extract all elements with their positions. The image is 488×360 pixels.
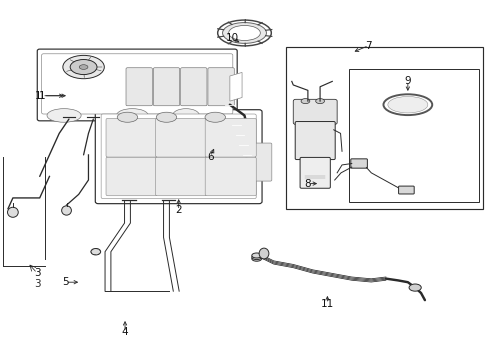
Ellipse shape (387, 96, 427, 113)
FancyBboxPatch shape (295, 122, 334, 159)
Text: 11: 11 (320, 299, 333, 309)
Ellipse shape (251, 256, 261, 261)
FancyBboxPatch shape (101, 114, 256, 199)
FancyBboxPatch shape (155, 157, 206, 196)
Ellipse shape (228, 26, 260, 41)
FancyBboxPatch shape (180, 68, 206, 106)
FancyBboxPatch shape (41, 54, 232, 114)
Text: 2: 2 (175, 206, 182, 216)
Ellipse shape (222, 23, 266, 43)
Ellipse shape (79, 65, 88, 69)
FancyBboxPatch shape (207, 68, 234, 106)
Text: 10: 10 (225, 33, 238, 43)
FancyBboxPatch shape (155, 118, 206, 157)
Text: 1: 1 (34, 91, 41, 101)
Ellipse shape (91, 248, 101, 255)
Ellipse shape (408, 284, 420, 291)
Text: 1: 1 (39, 91, 45, 101)
FancyBboxPatch shape (255, 143, 271, 181)
FancyBboxPatch shape (398, 186, 413, 194)
Ellipse shape (61, 206, 71, 215)
Ellipse shape (70, 59, 97, 75)
Bar (285, 47, 483, 209)
Text: 5: 5 (62, 277, 69, 287)
Ellipse shape (63, 55, 104, 79)
FancyBboxPatch shape (300, 157, 330, 188)
Text: 8: 8 (304, 179, 310, 189)
Text: 9: 9 (404, 76, 410, 86)
Ellipse shape (251, 255, 261, 260)
Polygon shape (229, 72, 242, 101)
Ellipse shape (217, 20, 271, 46)
Ellipse shape (301, 99, 309, 104)
Ellipse shape (116, 109, 148, 122)
Ellipse shape (204, 112, 225, 122)
Text: 7: 7 (365, 41, 371, 50)
Ellipse shape (7, 207, 18, 217)
FancyBboxPatch shape (126, 68, 152, 106)
Ellipse shape (251, 253, 261, 258)
FancyBboxPatch shape (95, 110, 262, 204)
FancyBboxPatch shape (205, 118, 256, 157)
Text: 4: 4 (122, 327, 128, 337)
Ellipse shape (117, 112, 138, 122)
FancyBboxPatch shape (153, 68, 179, 106)
Text: 6: 6 (206, 152, 213, 162)
Text: 3: 3 (34, 268, 41, 278)
FancyBboxPatch shape (37, 49, 237, 121)
FancyBboxPatch shape (205, 157, 256, 196)
Ellipse shape (259, 248, 268, 259)
Text: 3: 3 (34, 279, 41, 289)
FancyBboxPatch shape (350, 159, 366, 168)
Ellipse shape (156, 112, 176, 122)
Ellipse shape (172, 109, 199, 122)
FancyBboxPatch shape (106, 118, 157, 157)
FancyBboxPatch shape (293, 99, 336, 125)
Ellipse shape (315, 99, 324, 104)
Ellipse shape (383, 94, 431, 115)
Ellipse shape (47, 109, 81, 122)
Bar (348, 69, 478, 202)
FancyBboxPatch shape (106, 157, 157, 196)
